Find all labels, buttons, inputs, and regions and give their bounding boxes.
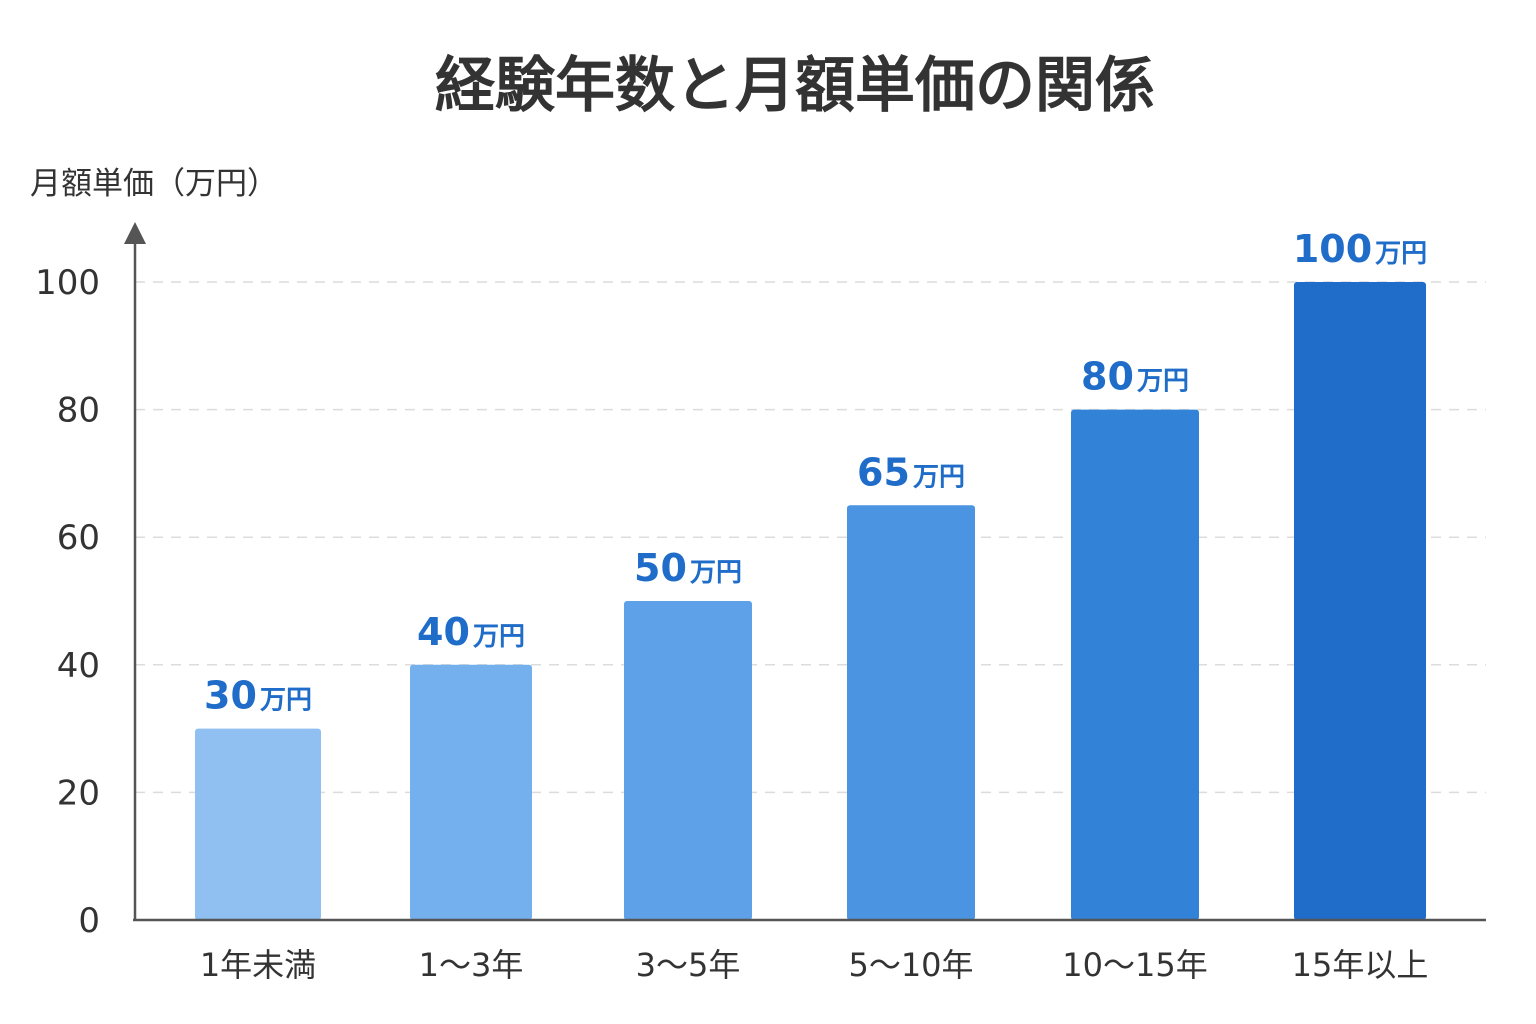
- bars: [195, 282, 1426, 920]
- bar-value-label: 80 万円: [1081, 355, 1189, 399]
- y-tick-labels: 0 20 40 60 80 100: [35, 263, 100, 941]
- x-category-label: 15年以上: [1292, 946, 1429, 984]
- grid-lines: [135, 281, 1486, 794]
- y-axis-arrow: [124, 222, 146, 244]
- bar: [410, 664, 532, 920]
- bar: [624, 601, 752, 920]
- bar-value-label: 65 万円: [857, 450, 965, 494]
- bar: [1071, 409, 1199, 920]
- y-tick-label: 60: [57, 518, 100, 558]
- y-axis-label: 月額単価（万円）: [30, 166, 278, 202]
- x-category-label: 5～10年: [848, 946, 973, 984]
- bar: [1294, 282, 1426, 920]
- bar: [847, 505, 975, 920]
- value-labels: 30 万円 40 万円 50 万円 65 万円 80 万円 100 万円: [204, 227, 1427, 718]
- y-tick-label: 40: [57, 646, 100, 686]
- x-category-label: 10～15年: [1062, 946, 1207, 984]
- x-category-label: 1～3年: [419, 946, 524, 984]
- bar-value-label: 40 万円: [417, 610, 525, 654]
- bar-value-label: 30 万円: [204, 674, 312, 718]
- bar-value-label: 100 万円: [1293, 227, 1427, 271]
- x-category-label: 1年未満: [200, 946, 316, 984]
- bar-value-label: 50 万円: [634, 546, 742, 590]
- y-tick-label: 20: [57, 773, 100, 813]
- category-labels: 1年未満 1～3年 3～5年 5～10年 10～15年 15年以上: [200, 946, 1429, 984]
- x-category-label: 3～5年: [636, 946, 741, 984]
- chart-title: 経験年数と月額単価の関係: [435, 51, 1155, 121]
- y-tick-label: 100: [35, 263, 100, 303]
- bar: [195, 728, 321, 920]
- y-tick-label: 0: [78, 901, 100, 941]
- y-tick-label: 80: [57, 391, 100, 431]
